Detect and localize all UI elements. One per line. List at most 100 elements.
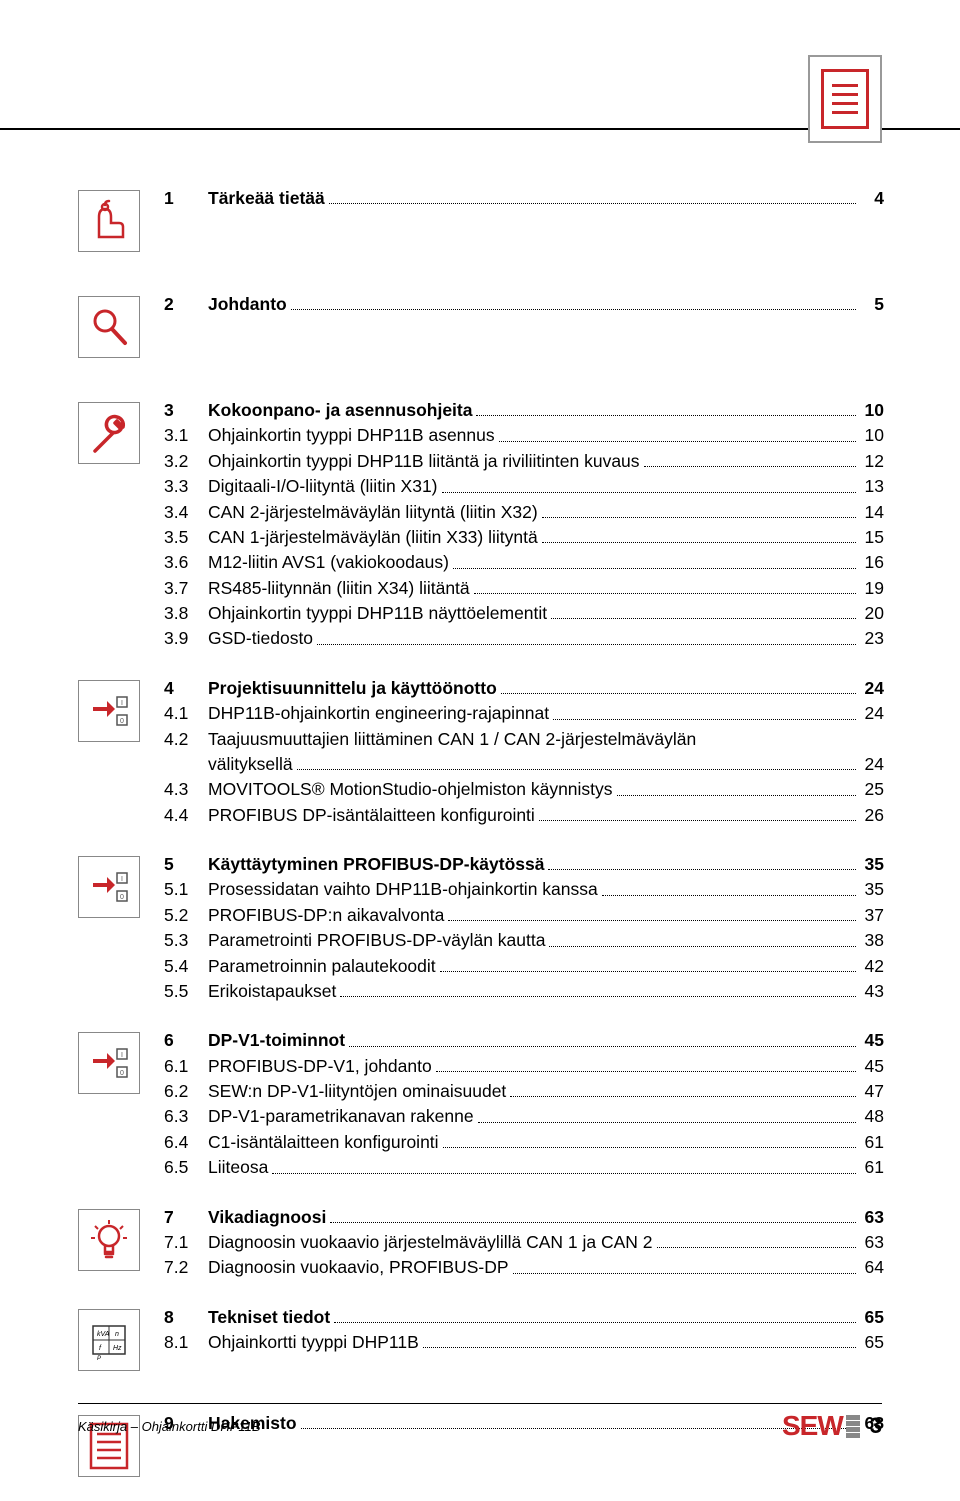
document-corner-icon [808, 55, 882, 143]
toc-leader-dots [443, 1147, 856, 1148]
toc-page: 64 [860, 1255, 884, 1280]
toc-num: 3.3 [164, 474, 208, 499]
toc-entry: 6.5Liiteosa61 [164, 1155, 884, 1180]
toc-num: 3.6 [164, 550, 208, 575]
toc-entry: 4Projektisuunnittelu ja käyttöönotto24 [164, 676, 884, 701]
toc-num: 6.4 [164, 1130, 208, 1155]
toc-entry: 5.1Prosessidatan vaihto DHP11B-ohjainkor… [164, 877, 884, 902]
toc-entry: 4.1DHP11B-ohjainkortin engineering-rajap… [164, 701, 884, 726]
toc-page: 38 [860, 928, 884, 953]
toc-section: 1Tärkeää tietää4 [78, 186, 884, 252]
toc-entry: 4.4PROFIBUS DP-isäntälaitteen konfiguroi… [164, 803, 884, 828]
toc-label: Tekniset tiedot [208, 1305, 330, 1330]
toc-page: 24 [860, 752, 884, 777]
svg-text:kVA: kVA [97, 1331, 110, 1338]
toc-label: CAN 1-järjestelmäväylän (liitin X33) lii… [208, 525, 538, 550]
toc-label: Vikadiagnoosi [208, 1205, 326, 1230]
toc-page: 35 [860, 852, 884, 877]
toc-entry: 6.4C1-isäntälaitteen konfigurointi61 [164, 1130, 884, 1155]
toc-num: 3.4 [164, 500, 208, 525]
toc-leader-dots [478, 1122, 856, 1123]
toc-leader-dots [291, 309, 856, 310]
toc-entry: 2Johdanto5 [164, 292, 884, 317]
toc-leader-dots [548, 869, 856, 870]
toc-leader-dots [453, 568, 856, 569]
toc-num: 7.2 [164, 1255, 208, 1280]
toc-label: Liiteosa [208, 1155, 268, 1180]
svg-text:0: 0 [120, 718, 124, 725]
table-of-contents: 1Tärkeää tietää4 2Johdanto5 3Kokoonpano- j… [78, 186, 884, 1501]
hand-io-icon: I0 [78, 680, 140, 742]
toc-num: 8.1 [164, 1330, 208, 1355]
toc-entry: 3.9GSD-tiedosto23 [164, 626, 884, 651]
toc-entry: 6DP-V1-toiminnot45 [164, 1028, 884, 1053]
toc-entry: 5Käyttäytyminen PROFIBUS-DP-käytössä35 [164, 852, 884, 877]
svg-text:0: 0 [120, 894, 124, 901]
toc-num: 3.9 [164, 626, 208, 651]
toc-entry: 5.3Parametrointi PROFIBUS-DP-väylän kaut… [164, 928, 884, 953]
toc-page: 4 [860, 186, 884, 211]
toc-page: 20 [860, 601, 884, 626]
toc-num: 7 [164, 1205, 208, 1230]
toc-num: 4.3 [164, 777, 208, 802]
toc-leader-dots [330, 1222, 856, 1223]
toc-entry: 5.2PROFIBUS-DP:n aikavalvonta37 [164, 903, 884, 928]
svg-text:I: I [121, 876, 123, 883]
toc-leader-dots [334, 1322, 856, 1323]
sew-logo: SEW [782, 1410, 860, 1442]
toc-leader-dots [442, 492, 856, 493]
toc-leader-dots [476, 415, 856, 416]
svg-text:P: P [97, 1356, 101, 1362]
hand-io-icon: I0 [78, 856, 140, 918]
toc-num: 4.1 [164, 701, 208, 726]
toc-page: 61 [860, 1155, 884, 1180]
toc-page: 14 [860, 500, 884, 525]
toc-leader-dots [553, 719, 856, 720]
toc-section: 7Vikadiagnoosi 637.1Diagnoosin vuokaavio … [78, 1205, 884, 1281]
toc-entry: 7Vikadiagnoosi 63 [164, 1205, 884, 1230]
toc-leader-dots [474, 593, 856, 594]
toc-num: 3.7 [164, 576, 208, 601]
toc-label: DP-V1-toiminnot [208, 1028, 345, 1053]
toc-entry: 3.1Ohjainkortin tyyppi DHP11B asennus10 [164, 423, 884, 448]
toc-leader-dots [510, 1096, 856, 1097]
page-number: 3 [870, 1413, 882, 1439]
toc-leader-dots [499, 441, 856, 442]
toc-page: 45 [860, 1054, 884, 1079]
toc-label: PROFIBUS-DP-V1, johdanto [208, 1054, 432, 1079]
toc-leader-dots [539, 820, 856, 821]
toc-label: M12-liitin AVS1 (vakiokoodaus) [208, 550, 449, 575]
toc-leader-dots [329, 203, 856, 204]
svg-text:Hz: Hz [113, 1345, 122, 1352]
toc-label: RS485-liitynnän (liitin X34) liitäntä [208, 576, 470, 601]
toc-page: 10 [860, 398, 884, 423]
toc-label: Ohjainkortin tyyppi DHP11B asennus [208, 423, 495, 448]
lightbulb-icon [78, 1209, 140, 1271]
toc-page: 37 [860, 903, 884, 928]
toc-page: 63 [860, 1230, 884, 1255]
svg-text:0: 0 [120, 1070, 124, 1077]
toc-page: 24 [860, 676, 884, 701]
toc-page: 16 [860, 550, 884, 575]
hand-point-icon [78, 190, 140, 252]
toc-num: 7.1 [164, 1230, 208, 1255]
toc-page: 63 [860, 1205, 884, 1230]
toc-num: 8 [164, 1305, 208, 1330]
svg-text:f: f [99, 1345, 102, 1352]
toc-page: 65 [860, 1305, 884, 1330]
toc-num: 6.2 [164, 1079, 208, 1104]
toc-entry: 7.2Diagnoosin vuokaavio, PROFIBUS-DP64 [164, 1255, 884, 1280]
toc-label: välityksellä [208, 752, 293, 777]
toc-page: 15 [860, 525, 884, 550]
toc-entry: 3Kokoonpano- ja asennusohjeita10 [164, 398, 884, 423]
toc-entry: 6.3DP-V1-parametrikanavan rakenne48 [164, 1104, 884, 1129]
toc-num: 5.1 [164, 877, 208, 902]
toc-num: 5 [164, 852, 208, 877]
toc-num: 6.3 [164, 1104, 208, 1129]
toc-num: 3.5 [164, 525, 208, 550]
toc-page: 42 [860, 954, 884, 979]
toc-leader-dots [551, 618, 856, 619]
toc-entry: 7.1Diagnoosin vuokaavio järjestelmäväyli… [164, 1230, 884, 1255]
toc-label: Ohjainkortin tyyppi DHP11B näyttöelement… [208, 601, 547, 626]
toc-leader-dots [423, 1347, 856, 1348]
